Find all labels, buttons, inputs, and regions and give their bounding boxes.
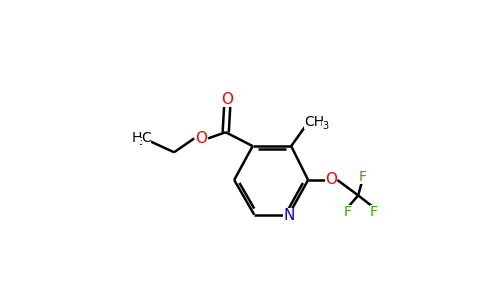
Text: O: O [221,92,233,106]
Text: F: F [359,170,367,184]
Text: F: F [370,205,378,219]
Text: 3: 3 [139,137,145,147]
Text: F: F [343,205,351,219]
Text: 3: 3 [322,121,328,131]
Text: O: O [325,172,337,188]
Text: H: H [131,131,142,146]
Text: O: O [195,131,207,146]
Text: C: C [141,131,151,146]
Text: N: N [283,208,295,223]
Text: CH: CH [304,115,324,129]
